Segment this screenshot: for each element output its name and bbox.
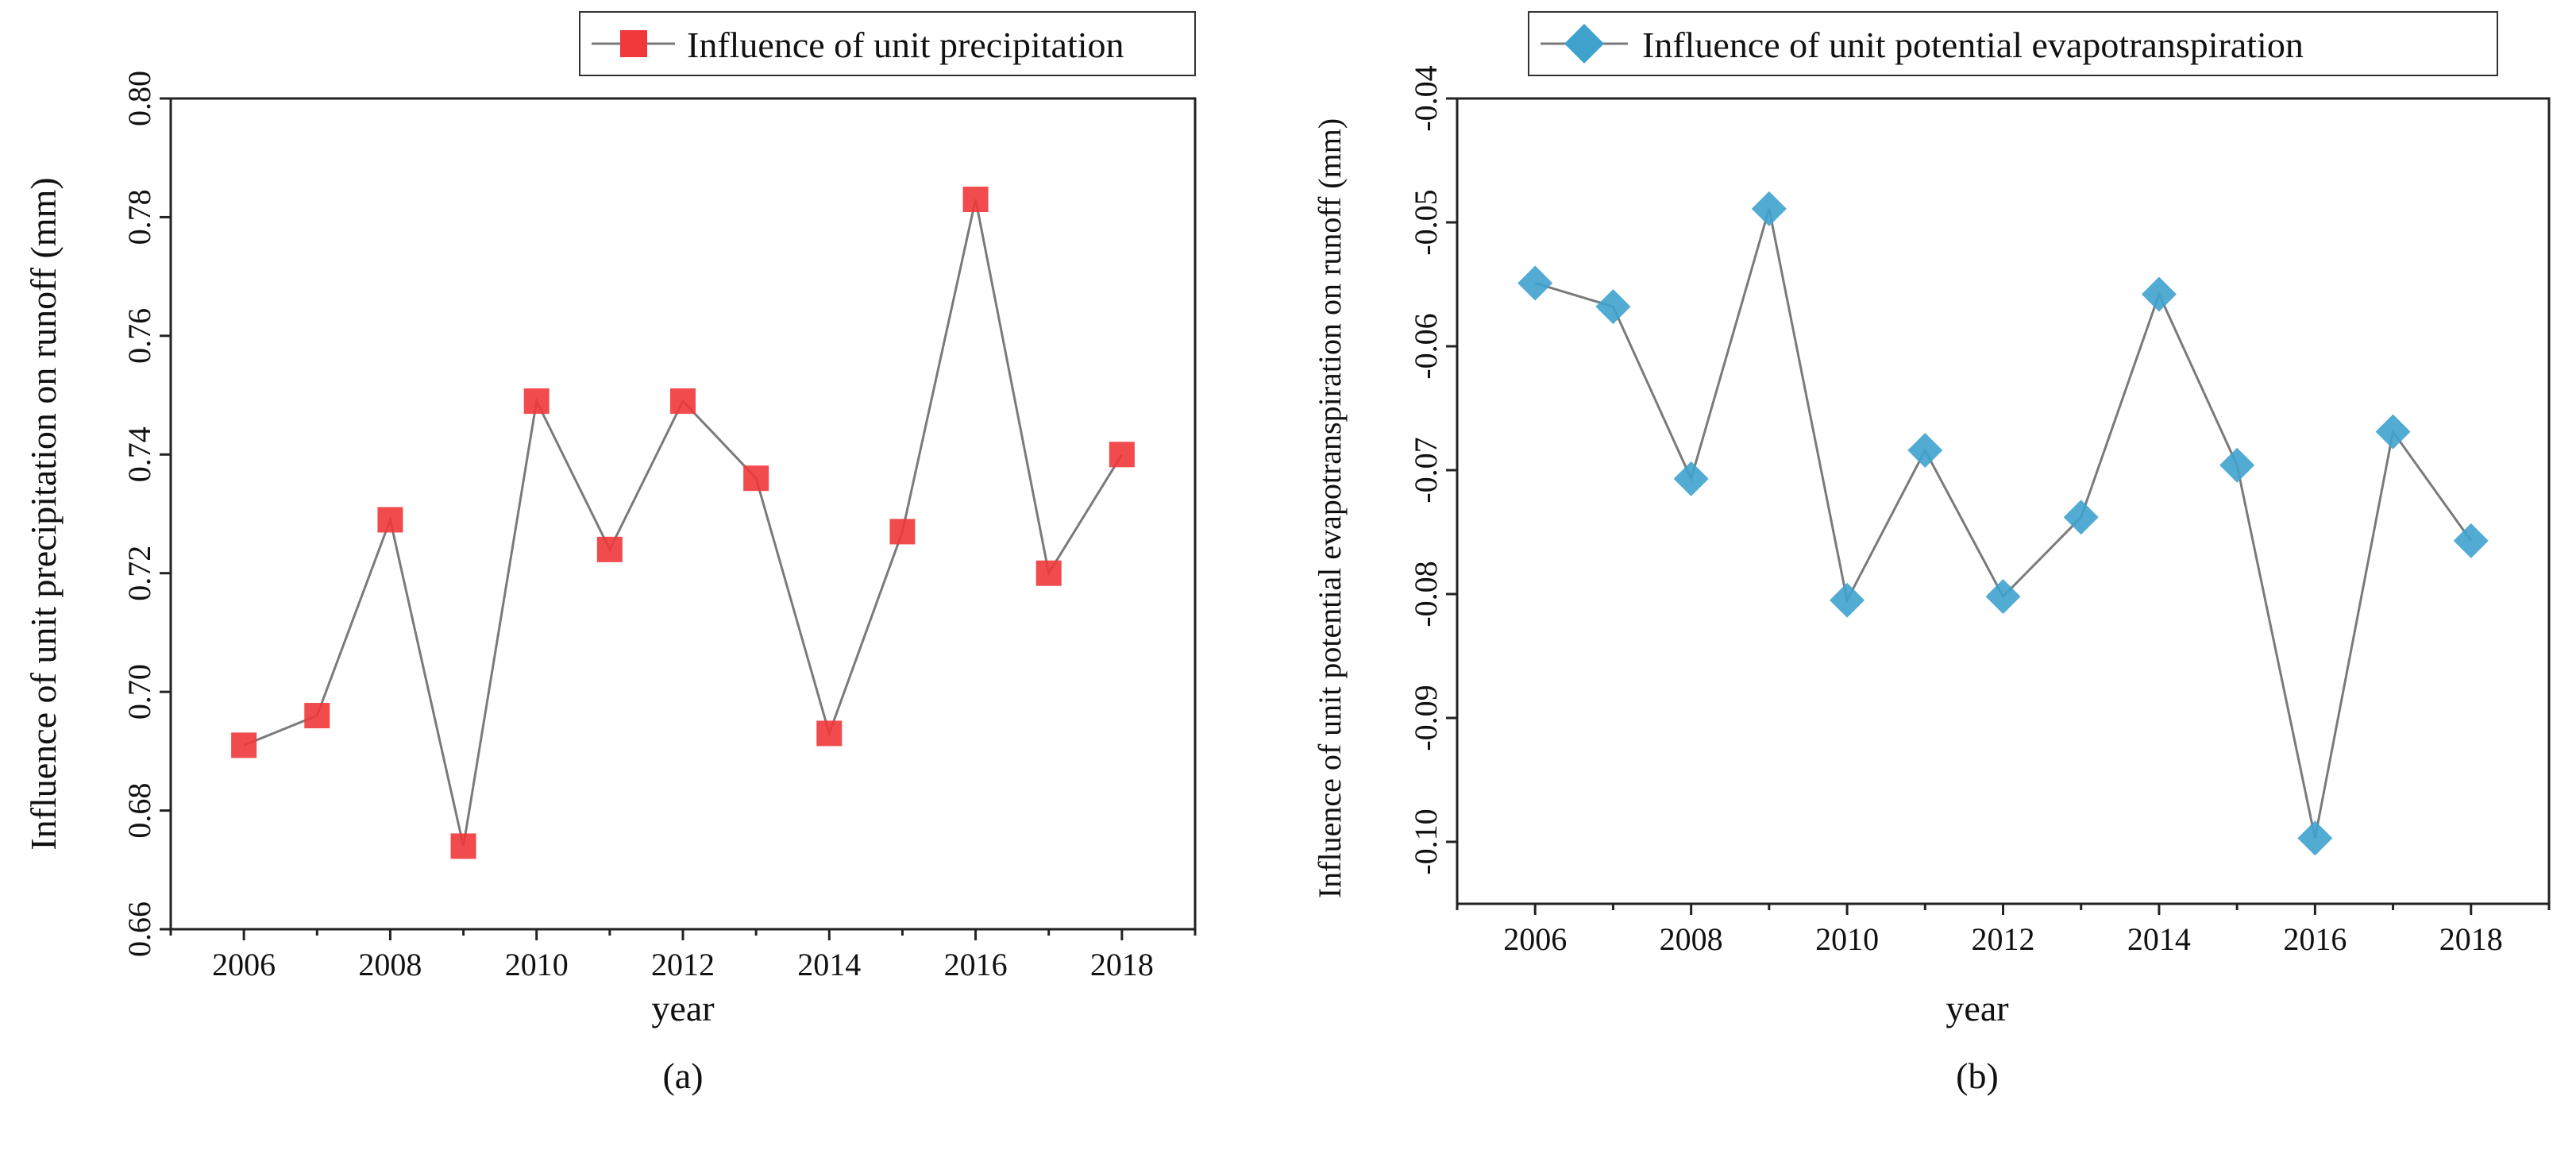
panel-a-x-tick-label: 2018	[1090, 947, 1154, 982]
panel-b-y-tick-label: -0.07	[1408, 437, 1444, 503]
panel-b-y-tick-label: -0.06	[1408, 313, 1444, 379]
panel-b-data-point	[2375, 414, 2411, 450]
panel-b-data-point	[1985, 579, 2021, 615]
panel-a-data-point	[962, 187, 989, 213]
panel-b-x-tick-label: 2018	[2439, 921, 2503, 957]
panel-a-legend: Influence of unit precipitation	[579, 11, 1196, 76]
panel-a-legend-marker	[620, 30, 647, 57]
panel-b-data-point	[1751, 191, 1787, 226]
panel-b-legend-marker	[1564, 24, 1604, 64]
panel-a-y-tick-label: 0.66	[121, 901, 157, 957]
panel-b-label: (b)	[1956, 1055, 1999, 1096]
panel-b-legend-box	[1528, 11, 2498, 76]
panel-b-y-tick-label: -0.09	[1408, 685, 1444, 751]
panel-b-data-point	[1517, 265, 1553, 301]
panel-a-y-tick-label: 0.72	[121, 546, 157, 601]
panel-a-data-point	[523, 388, 550, 415]
panel-a-x-tick-label: 2014	[797, 947, 861, 982]
panel-a-markers	[231, 187, 1135, 859]
panel-a-legend-label: Influence of unit precipitation	[687, 25, 1124, 65]
panel-a-chart: 0.660.680.700.720.740.760.780.80 2006 200…	[23, 11, 1197, 1096]
panel-a-y-tick-label: 0.70	[121, 664, 157, 720]
panel-a-plot-frame	[169, 97, 1197, 931]
panel-a-x-ticks: 2006 2008 2010 2012 2014 2016 2018	[169, 929, 1197, 982]
panel-b-x-tick-label: 2014	[2127, 921, 2191, 957]
panel-b-x-ticks: 2006 2008 2010 2012 2014 2016 2018	[1456, 904, 2551, 957]
panel-b-y-tick-label: -0.04	[1408, 65, 1444, 131]
panel-b-data-point	[2297, 820, 2333, 856]
panel-a-x-axis-title: year	[651, 988, 714, 1028]
panel-b-legend-label: Influence of unit potential evapotranspi…	[1642, 25, 2304, 65]
panel-a-data-point	[670, 388, 696, 415]
panel-a-label: (a)	[662, 1055, 703, 1096]
panel-a-data-point	[816, 720, 843, 747]
panel-b-y-tick-label: -0.08	[1408, 561, 1444, 627]
panel-b-data-point	[1907, 433, 1943, 469]
panel-b-y-ticks: -0.10 -0.09 -0.08 -0.07 -0.06 -0.05 -0.04	[1408, 65, 1457, 875]
panel-a-data-point	[377, 507, 403, 533]
panel-a-data-point	[1035, 560, 1062, 586]
panel-a-data-point	[304, 703, 330, 729]
panel-a-data-point	[1109, 442, 1135, 468]
panel-b-x-tick-label: 2008	[1660, 921, 1723, 957]
panel-b-x-tick-label: 2012	[1972, 921, 2035, 957]
panel-b-x-tick-label: 2016	[2283, 921, 2347, 957]
panel-a-data-point	[231, 732, 257, 758]
panel-b-x-tick-label: 2010	[1815, 921, 1879, 957]
panel-a-legend-box	[579, 11, 1196, 76]
panel-b-data-point	[2219, 447, 2255, 483]
panel-b-y-tick-label: -0.10	[1408, 808, 1444, 874]
panel-b-data-point	[2141, 276, 2177, 312]
panel-b-data-point	[2453, 523, 2489, 558]
panel-b-legend: Influence of unit potential evapotranspi…	[1528, 11, 2498, 76]
panel-a-y-ticks: 0.66 0.68 0.70 0.72 0.74 0.76 0.78 0.80	[121, 71, 171, 957]
panel-a-data-point	[889, 519, 916, 545]
panel-b-y-axis-title: Influence of unit potential evapotranspi…	[1312, 118, 1348, 898]
panel-b-data-point	[2063, 500, 2099, 535]
panel-a-y-tick-label: 0.80	[121, 71, 157, 126]
panel-b-markers	[1517, 191, 2489, 856]
panel-a-y-tick-label: 0.78	[121, 189, 157, 245]
panel-a-data-point	[450, 833, 476, 859]
panel-a-series-line	[243, 199, 1124, 847]
panel-a-x-tick-label: 2008	[358, 947, 422, 982]
panel-b-data-point	[1830, 582, 1865, 618]
panel-b-y-tick-label: -0.05	[1408, 189, 1444, 255]
panel-a-data-point	[596, 536, 623, 562]
panel-b-data-point	[1595, 289, 1631, 325]
panel-a-x-tick-label: 2006	[212, 947, 276, 982]
panel-a-x-tick-label: 2012	[651, 947, 715, 982]
panel-a-x-tick-label: 2016	[944, 947, 1008, 982]
panel-a-y-tick-label: 0.76	[121, 308, 157, 364]
panel-b-plot-frame	[1456, 97, 2551, 905]
panel-b-data-point	[1673, 461, 1709, 496]
panel-a-y-axis-title: Influence of unit precipitation on runof…	[23, 177, 64, 850]
panel-b-x-axis-title: year	[1945, 988, 2008, 1028]
panel-a-y-tick-label: 0.68	[121, 783, 157, 839]
panel-b-series-line	[1534, 208, 2473, 839]
panel-a-data-point	[743, 465, 769, 492]
panel-b-chart: -0.10 -0.09 -0.08 -0.07 -0.06 -0.05 -0.04 2006…	[1312, 11, 2551, 1096]
panel-b-x-tick-label: 2006	[1503, 921, 1567, 957]
panel-a-y-tick-label: 0.74	[121, 426, 157, 482]
panel-a-x-tick-label: 2010	[505, 947, 569, 982]
